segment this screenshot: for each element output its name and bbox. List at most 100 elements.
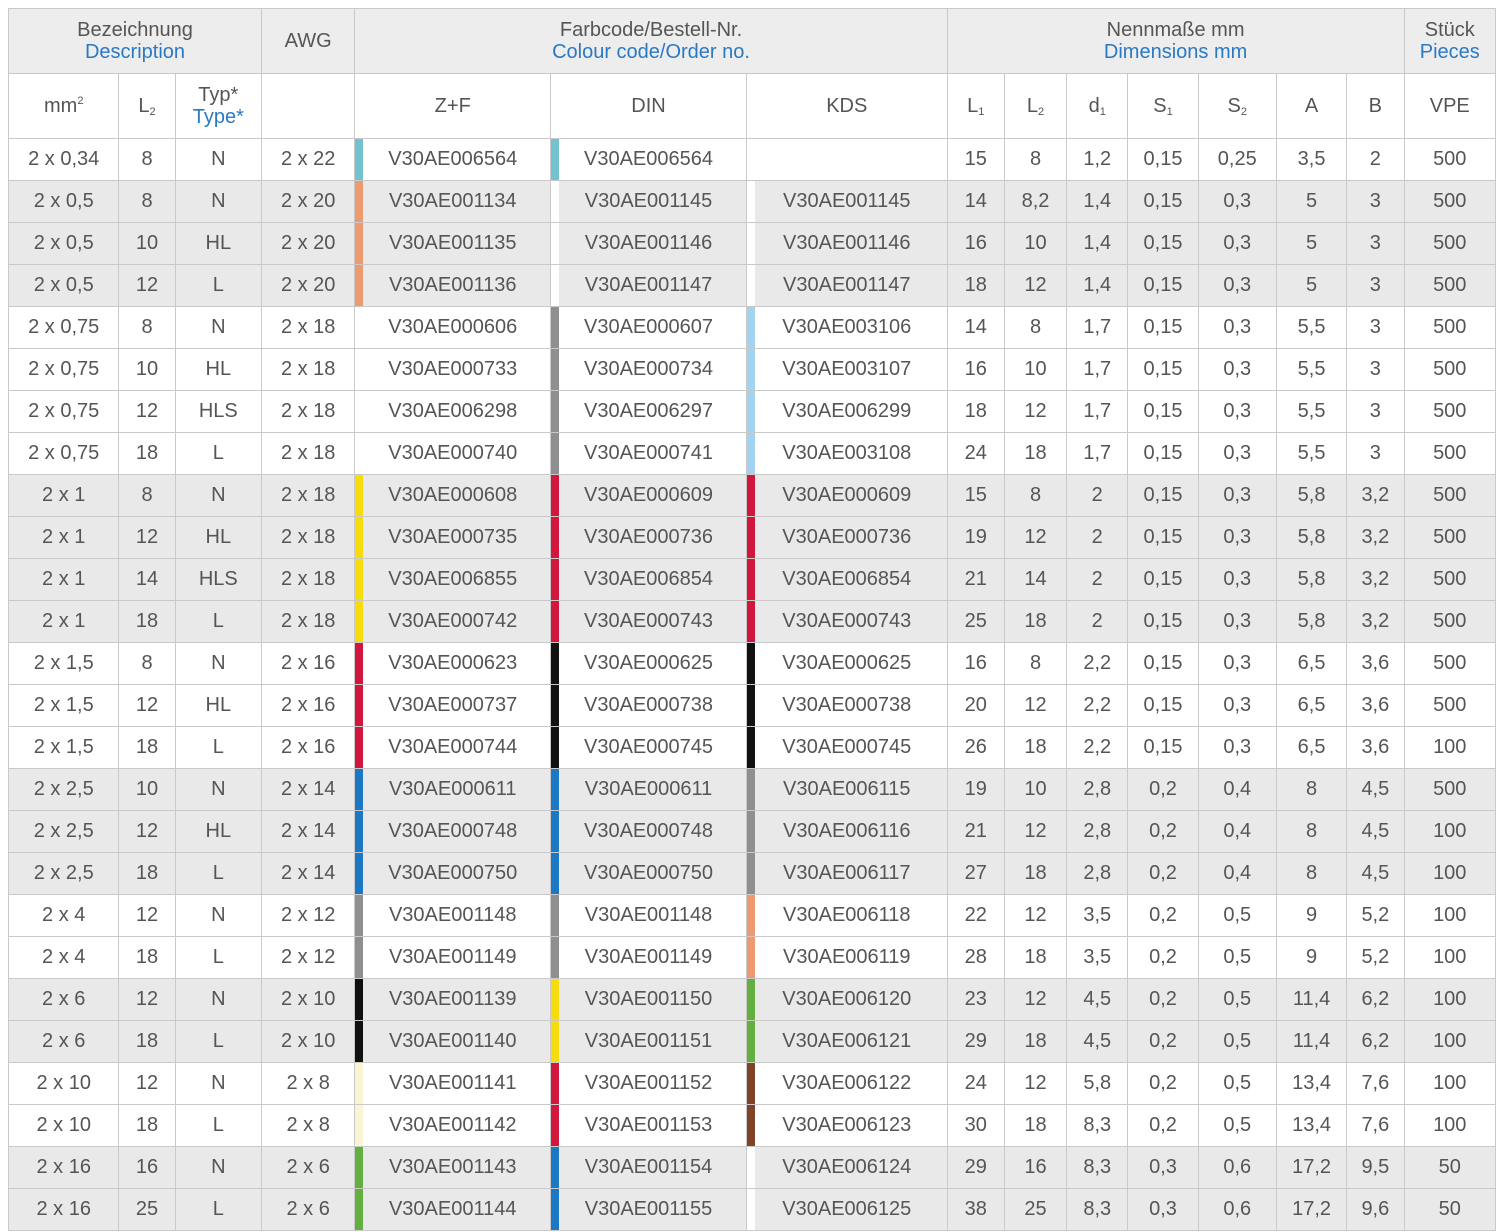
cell-d1: 1,7 (1066, 432, 1129, 475)
order-number: V30AE006854 (584, 568, 714, 590)
cell-L2: 8 (1003, 138, 1068, 181)
cell-s1: 0,15 (1127, 474, 1199, 517)
cell-s2: 0,3 (1197, 558, 1277, 601)
cell-s1: 0,2 (1127, 1020, 1199, 1063)
cell-order-zf: V30AE001142 (354, 1104, 552, 1147)
cell-order-zf: V30AE001141 (354, 1062, 552, 1105)
cell-order-zf: V30AE000606 (354, 306, 552, 349)
cell-d1: 1,7 (1066, 390, 1129, 433)
cell-awg: 2 x 18 (260, 600, 356, 643)
colour-code-swatch (747, 140, 755, 180)
colour-code-swatch (747, 475, 755, 516)
cell-L2: 12 (1003, 810, 1068, 853)
cell-s1: 0,2 (1127, 936, 1199, 979)
cell-vpe: 100 (1403, 894, 1496, 937)
order-number: V30AE001147 (783, 274, 911, 296)
order-number: V30AE000738 (782, 694, 912, 716)
cell-L1: 22 (946, 894, 1005, 937)
cell-awg: 2 x 18 (260, 474, 356, 517)
cell-B: 3 (1346, 390, 1405, 433)
order-number: V30AE006854 (782, 568, 912, 590)
cell-l2-length: 12 (118, 264, 176, 307)
colour-code-swatch (355, 1063, 364, 1104)
order-number: V30AE001154 (584, 1156, 713, 1178)
header-pieces: Stück Pieces (1403, 8, 1496, 74)
colour-code-swatch (747, 853, 755, 894)
cell-B: 3 (1346, 264, 1405, 307)
cell-d1: 1,7 (1066, 348, 1129, 391)
colour-code-swatch (355, 853, 364, 894)
cell-d1: 1,7 (1066, 306, 1129, 349)
cell-L1: 29 (946, 1146, 1005, 1189)
cell-A: 9 (1275, 894, 1348, 937)
cell-s2: 0,3 (1197, 642, 1277, 685)
order-number: V30AE001139 (388, 988, 517, 1010)
order-number: V30AE001135 (388, 232, 517, 254)
cell-type: L (174, 936, 263, 979)
cell-awg: 2 x 10 (260, 978, 356, 1021)
header-row-columns: mm2 L2 Typ* Type* Z+F DIN KDS L1 L2 d1 S… (7, 73, 1496, 139)
cell-d1: 4,5 (1066, 978, 1129, 1021)
colour-code-swatch (747, 979, 755, 1020)
cell-l2-length: 12 (118, 810, 176, 853)
cell-type: L (174, 264, 263, 307)
cell-s2: 0,5 (1197, 1062, 1277, 1105)
cell-B: 3,2 (1346, 558, 1405, 601)
cell-type: HLS (174, 558, 263, 601)
cell-s1: 0,15 (1127, 684, 1199, 727)
colour-code-swatch (355, 349, 364, 390)
cell-L2: 10 (1003, 768, 1068, 811)
table-row: 2 x 0,75 12 HLS 2 x 18 V30AE006298 V30AE00629… (7, 390, 1496, 433)
order-number: V30AE001148 (584, 904, 713, 926)
table-row: 2 x 4 18 L 2 x 12 V30AE001149 V30AE001149 V30A… (7, 936, 1496, 979)
cell-cross-section: 2 x 1 (7, 600, 120, 643)
colour-code-swatch (355, 601, 364, 642)
colour-code-swatch (747, 895, 755, 936)
cell-s2: 0,5 (1197, 1020, 1277, 1063)
cell-A: 11,4 (1275, 1020, 1348, 1063)
cell-L2: 12 (1003, 684, 1068, 727)
cell-A: 5,5 (1275, 390, 1348, 433)
cell-s2: 0,5 (1197, 936, 1277, 979)
cell-A: 6,5 (1275, 726, 1348, 769)
cell-vpe: 100 (1403, 726, 1496, 769)
cell-s1: 0,15 (1127, 138, 1199, 181)
order-number: V30AE000606 (388, 316, 518, 338)
colour-code-swatch (551, 181, 560, 222)
order-number: V30AE006564 (388, 148, 518, 170)
cell-cross-section: 2 x 2,5 (7, 810, 120, 853)
col-zf: Z+F (354, 73, 552, 139)
order-number: V30AE001146 (584, 232, 713, 254)
cell-B: 7,6 (1346, 1062, 1405, 1105)
cell-L1: 15 (946, 474, 1005, 517)
cell-order-din: V30AE001151 (550, 1020, 747, 1063)
colour-code-swatch (551, 853, 560, 894)
product-table: Bezeichnung Description AWG Farbcode/Bes… (7, 8, 1496, 1231)
cell-order-kds: V30AE001145 (745, 180, 948, 223)
cell-vpe: 500 (1403, 558, 1496, 601)
colour-code-swatch (747, 307, 755, 348)
cell-B: 3,6 (1346, 726, 1405, 769)
cell-s2: 0,5 (1197, 1104, 1277, 1147)
cell-type: L (174, 852, 263, 895)
cell-L1: 29 (946, 1020, 1005, 1063)
cell-l2-length: 25 (118, 1188, 176, 1231)
cell-s1: 0,2 (1127, 1062, 1199, 1105)
table-row: 2 x 0,34 8 N 2 x 22 V30AE006564 V30AE006564 15… (7, 138, 1496, 181)
cell-B: 5,2 (1346, 894, 1405, 937)
colour-code-swatch (747, 349, 755, 390)
cell-awg: 2 x 8 (260, 1062, 356, 1105)
cell-L1: 25 (946, 600, 1005, 643)
col-mm2: mm2 (7, 73, 120, 139)
cell-cross-section: 2 x 2,5 (7, 852, 120, 895)
cell-order-kds: V30AE006124 (745, 1146, 948, 1189)
cell-type: N (174, 894, 263, 937)
cell-A: 17,2 (1275, 1188, 1348, 1231)
col-L2: L2 (1003, 73, 1068, 139)
cell-L1: 16 (946, 348, 1005, 391)
table-row: 2 x 16 25 L 2 x 6 V30AE001144 V30AE001155 V30A… (7, 1188, 1496, 1231)
table-row: 2 x 0,75 8 N 2 x 18 V30AE000606 V30AE000607 V3… (7, 306, 1496, 349)
order-number: V30AE000611 (388, 778, 517, 800)
cell-l2-length: 12 (118, 978, 176, 1021)
